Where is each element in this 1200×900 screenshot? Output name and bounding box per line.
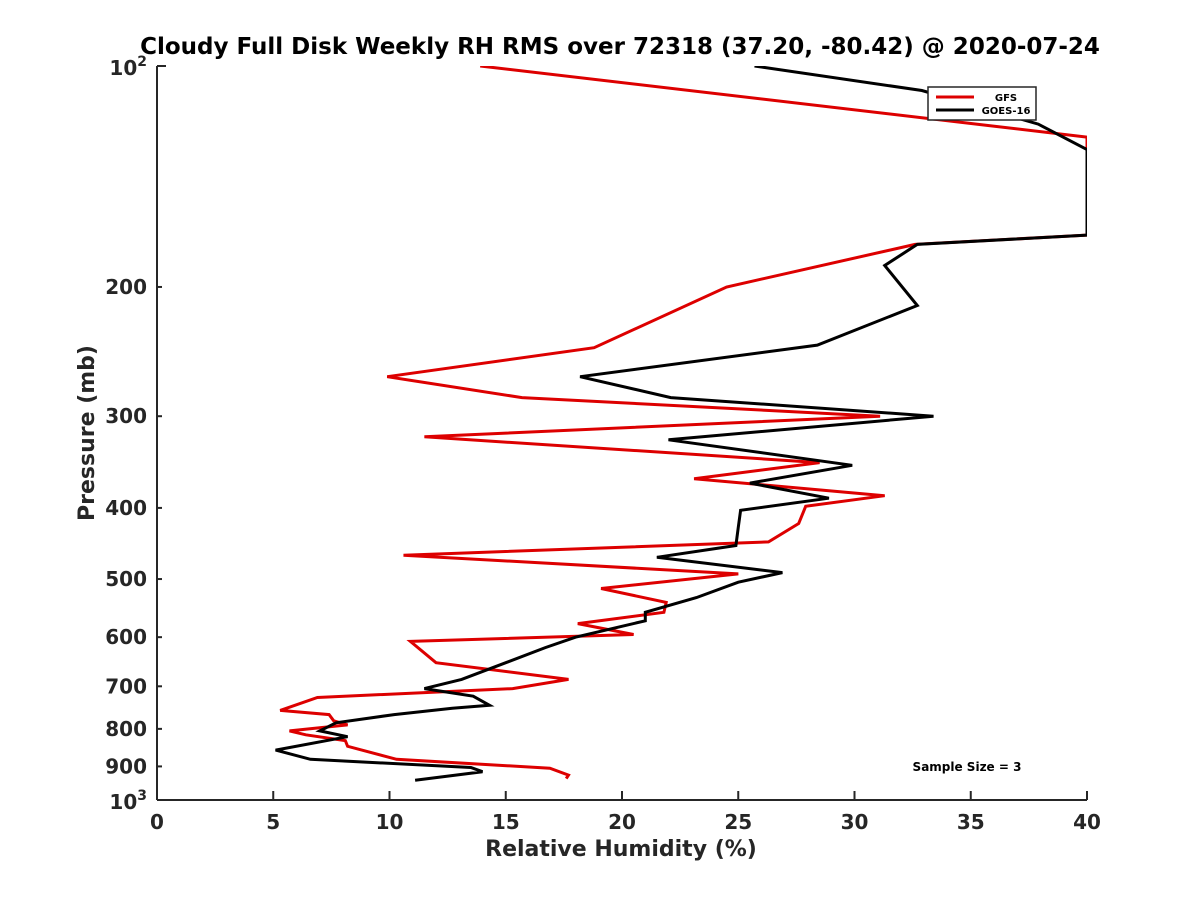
x-tick-label: 5 [266, 810, 280, 834]
y-tick-label: 500 [105, 567, 147, 591]
x-axis: 0 5 10 15 20 25 30 35 40 [150, 791, 1101, 834]
y-tick-label-exponent: 3 [137, 788, 147, 804]
x-tick-label: 30 [841, 810, 869, 834]
y-tick-label: 102 [109, 54, 147, 80]
x-tick-label: 0 [150, 810, 164, 834]
sample-size-annotation: Sample Size = 3 [913, 760, 1022, 774]
x-tick-label: 25 [724, 810, 752, 834]
y-tick-label: 300 [105, 404, 147, 428]
y-tick-label: 103 [109, 788, 147, 814]
chart-title: Cloudy Full Disk Weekly RH RMS over 7231… [140, 34, 1100, 60]
y-tick-label: 900 [105, 754, 147, 778]
y-tick-label: 800 [105, 717, 147, 741]
x-tick-label: 20 [608, 810, 636, 834]
y-tick-label-base: 10 [109, 790, 137, 814]
y-tick-label: 400 [105, 496, 147, 520]
x-tick-label: 15 [492, 810, 520, 834]
y-tick-label: 600 [105, 625, 147, 649]
y-tick-label-base: 10 [109, 56, 137, 80]
legend: GFS GOES-16 [927, 86, 1037, 121]
legend-box [927, 86, 1037, 121]
legend-label-gfs: GFS [995, 93, 1017, 104]
legend-label-goes-16: GOES-16 [982, 106, 1031, 117]
x-axis-label: Relative Humidity (%) [485, 837, 757, 862]
y-tick-label: 200 [105, 275, 147, 299]
x-tick-label: 35 [957, 810, 985, 834]
y-axis-label: Pressure (mb) [75, 345, 100, 521]
y-tick-label-exponent: 2 [137, 54, 147, 70]
plot-area [275, 66, 1087, 782]
x-tick-label: 40 [1073, 810, 1101, 834]
series-line-goes-16 [275, 66, 1087, 782]
x-tick-label: 10 [376, 810, 404, 834]
series-line-gfs [279, 66, 1087, 780]
y-tick-label: 700 [105, 674, 147, 698]
